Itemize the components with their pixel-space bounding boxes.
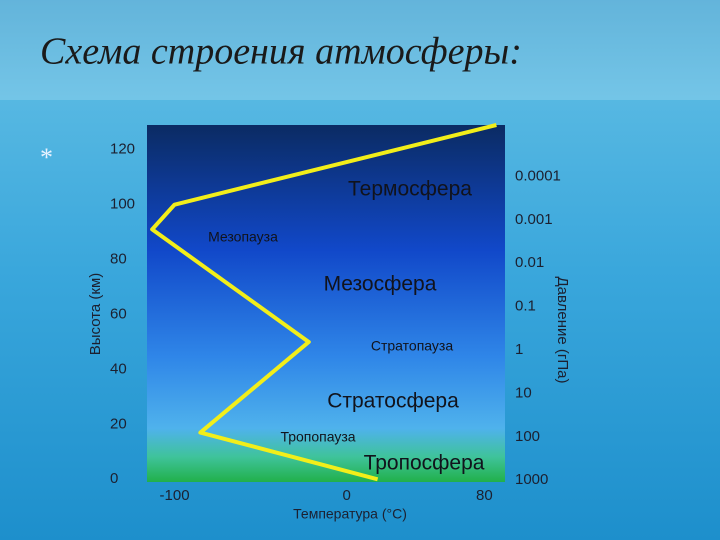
y2-tick-label: 0.001 bbox=[515, 211, 553, 228]
x-tick-label: -100 bbox=[160, 487, 190, 504]
y-tick-label: 120 bbox=[110, 141, 135, 158]
layer-label: Стратопауза bbox=[371, 338, 453, 354]
layer-label: Стратосфера bbox=[327, 390, 459, 413]
y-axis-label: Высота (км) bbox=[87, 273, 104, 356]
y2-tick-label: 10 bbox=[515, 384, 532, 401]
layer-label: Мезосфера bbox=[324, 273, 437, 296]
y-tick-label: 80 bbox=[110, 251, 127, 268]
layer-label: Тропопауза bbox=[280, 429, 355, 445]
temperature-line bbox=[150, 123, 497, 482]
bullet: * bbox=[40, 143, 53, 172]
layer-label: Мезопауза bbox=[208, 229, 278, 245]
y-tick-label: 40 bbox=[110, 360, 127, 377]
y2-tick-label: 100 bbox=[515, 428, 540, 445]
y2-tick-label: 1000 bbox=[515, 471, 548, 488]
x-tick-label: 80 bbox=[476, 487, 493, 504]
y2-tick-label: 0.01 bbox=[515, 254, 544, 271]
slide-title: Схема строения атмосферы: bbox=[40, 31, 522, 73]
layer-label: Тропосфера bbox=[364, 452, 485, 475]
y2-tick-label: 0.1 bbox=[515, 298, 536, 315]
y2-axis-label: Давление (гПа) bbox=[554, 277, 571, 384]
y2-tick-label: 1 bbox=[515, 341, 523, 358]
header-band bbox=[0, 0, 720, 100]
y-tick-label: 60 bbox=[110, 305, 127, 322]
y-tick-label: 0 bbox=[110, 470, 118, 487]
y2-tick-label: 0.0001 bbox=[515, 167, 561, 184]
y-tick-label: 20 bbox=[110, 415, 127, 432]
x-axis-label: Температура (°С) bbox=[293, 506, 407, 522]
y-tick-label: 100 bbox=[110, 196, 135, 213]
plot-area bbox=[147, 125, 505, 482]
layer-label: Термосфера bbox=[348, 178, 472, 201]
x-tick-label: 0 bbox=[342, 487, 350, 504]
